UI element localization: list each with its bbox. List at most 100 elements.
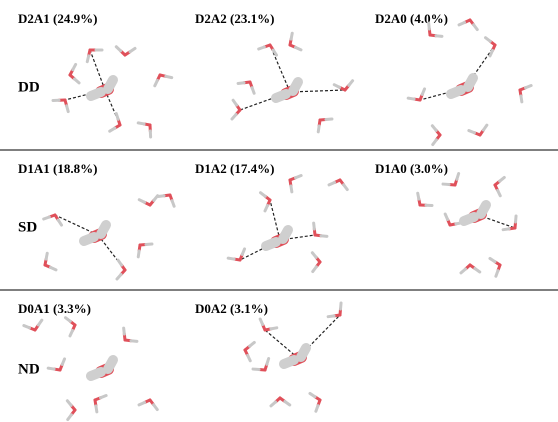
- central-hydrogen: [284, 360, 294, 364]
- hydrogen-stick: [318, 126, 319, 132]
- hydrogen-stick: [521, 96, 522, 102]
- row-label: SD: [18, 219, 37, 235]
- panel-label: D2A2 (23.1%): [195, 11, 274, 26]
- hydrogen-stick: [341, 303, 342, 309]
- hydrogen-stick: [166, 76, 172, 77]
- hydrogen-stick: [459, 22, 464, 24]
- hydrogen-stick: [138, 251, 139, 257]
- hydrogen-stick: [271, 402, 276, 406]
- row-label: ND: [18, 361, 40, 377]
- hydrogen-stick: [490, 258, 495, 261]
- hydrogen-stick: [50, 267, 55, 269]
- central-hydrogen: [101, 225, 106, 234]
- hydrogen-stick: [267, 359, 269, 365]
- panel-label: D1A0 (3.0%): [375, 161, 448, 176]
- hydrogen-stick: [158, 196, 164, 197]
- hydrogen-stick: [436, 36, 442, 37]
- panel-label: D1A2 (17.4%): [195, 161, 274, 176]
- hydrogen-stick: [87, 56, 88, 62]
- hydrogen-stick: [73, 64, 76, 69]
- hydrogen-stick: [131, 341, 137, 342]
- molecule-snapshot: [24, 318, 157, 420]
- hydrogen-stick: [328, 316, 334, 317]
- hydrogen-stick: [38, 320, 41, 325]
- hydrogen-stick: [461, 269, 466, 273]
- hydrogen-stick: [242, 249, 244, 255]
- central-hydrogen: [464, 217, 474, 221]
- molecule-snapshot: [44, 195, 174, 279]
- hydrogen-stick: [172, 201, 174, 207]
- hydrogen-stick: [118, 260, 121, 265]
- hydrogen-stick: [110, 128, 115, 131]
- hydrogen-stick: [252, 88, 254, 94]
- central-hydrogen: [84, 237, 94, 241]
- hydrogen-stick: [516, 216, 517, 222]
- hydrogen-stick: [228, 258, 234, 259]
- hydrogen-stick: [291, 186, 292, 192]
- panel-label: D1A1 (18.8%): [18, 161, 97, 176]
- panel-label: D2A0 (4.0%): [375, 11, 448, 26]
- molecule-snapshot: [418, 174, 516, 277]
- hydrogen-stick: [116, 114, 118, 120]
- hydrogen-stick: [24, 326, 30, 328]
- hydrogen-stick: [261, 193, 266, 197]
- hydrogen-stick: [321, 236, 327, 237]
- molecule-snapshot: [245, 303, 341, 411]
- row-label: DD: [18, 79, 40, 95]
- hydrogen-stick: [67, 401, 71, 406]
- central-hydrogen: [276, 94, 286, 98]
- hydrogen-stick: [238, 83, 244, 84]
- hydrogen-stick: [469, 131, 475, 133]
- hydrogen-stick: [422, 89, 424, 95]
- hydrogen-stick: [313, 267, 317, 272]
- hydrogen-bond: [90, 50, 105, 90]
- hydrogen-stick: [66, 318, 71, 322]
- hydrogen-stick: [130, 48, 135, 51]
- hydrogen-stick: [334, 85, 339, 88]
- hydrogen-stick: [432, 126, 436, 131]
- hydrogen-stick: [344, 185, 348, 190]
- hydrogen-stick: [117, 274, 121, 278]
- hydrogen-stick: [138, 123, 144, 124]
- hydrogen-stick: [124, 328, 125, 334]
- hydrogen-stick: [490, 50, 492, 55]
- hydrogen-bond: [270, 200, 280, 240]
- hydrogen-stick: [154, 405, 158, 410]
- hydrogen-stick: [457, 174, 459, 180]
- hydrogen-stick: [155, 80, 158, 85]
- hydrogen-stick: [433, 140, 437, 145]
- central-hydrogen: [283, 230, 288, 239]
- central-hydrogen: [301, 348, 306, 357]
- hydrogen-stick: [116, 47, 120, 51]
- hydrogen-stick: [70, 330, 72, 335]
- hydrogen-stick: [408, 98, 414, 99]
- hydrogen-stick: [96, 406, 97, 412]
- hydrogen-stick: [429, 23, 430, 29]
- hydrogen-stick: [67, 106, 69, 112]
- hydrogen-stick: [48, 368, 54, 369]
- hydrogen-stick: [503, 229, 509, 230]
- central-hydrogen: [481, 205, 486, 214]
- hydrogen-stick: [314, 223, 315, 229]
- hydrogen-stick: [418, 193, 419, 199]
- hydrogen-stick: [291, 33, 292, 39]
- hydrogen-stick: [312, 253, 316, 258]
- hydrogen-stick: [62, 359, 64, 365]
- hydrogen-stick: [316, 406, 318, 412]
- hydrogen-stick: [496, 271, 498, 277]
- hydrogen-stick: [248, 355, 251, 360]
- panel-label: D0A2 (3.1%): [195, 301, 268, 316]
- hydrogen-stick: [285, 401, 290, 404]
- molecule-snapshot: [232, 33, 353, 132]
- hydrogen-stick: [68, 415, 72, 420]
- hydrogen-stick: [486, 38, 491, 42]
- hydrogen-stick: [483, 125, 486, 130]
- central-hydrogen: [108, 80, 113, 89]
- hydrogen-stick: [265, 205, 267, 210]
- hydrogen-stick: [75, 79, 80, 83]
- page: {"rows": [ {"label": "DD", "panels": [{"…: [0, 0, 558, 422]
- central-hydrogen: [293, 82, 298, 91]
- hydrogen-stick: [475, 268, 480, 271]
- hydrogen-stick: [295, 47, 300, 49]
- central-hydrogen: [266, 242, 276, 246]
